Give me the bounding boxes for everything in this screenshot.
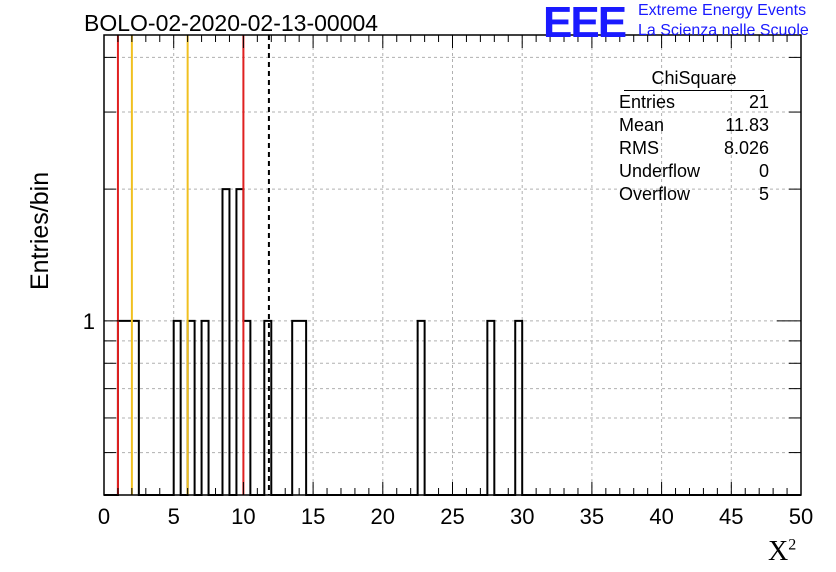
eee-logo: EEE Extreme Energy Events La Scienza nel… xyxy=(543,0,833,46)
x-tick-label: 0 xyxy=(98,504,110,529)
y-axis-label-wrap: Entries/bin xyxy=(6,172,54,290)
x-tick-label: 5 xyxy=(168,504,180,529)
stats-row-rms: RMS 8.026 xyxy=(611,137,777,160)
x-tick-label: 10 xyxy=(231,504,255,529)
stats-row-mean: Mean 11.83 xyxy=(611,114,777,137)
stats-title: ChiSquare xyxy=(624,66,764,91)
stats-box: ChiSquare Entries 21 Mean 11.83 RMS 8.02… xyxy=(611,66,777,206)
stats-row-entries: Entries 21 xyxy=(611,91,777,114)
x-tick-label: 45 xyxy=(719,504,743,529)
stats-label: Underflow xyxy=(619,161,701,181)
logo-text-line1: Extreme Energy Events xyxy=(638,2,807,19)
logo-text-line2: La Scienza nelle Scuole xyxy=(638,22,809,39)
stats-row-underflow: Underflow 0 xyxy=(611,160,777,183)
x-tick-label: 40 xyxy=(649,504,673,529)
stats-label: RMS xyxy=(619,138,659,158)
stats-label: Overflow xyxy=(619,184,691,204)
x-axis-label: X2 xyxy=(768,536,797,567)
y-axis-label: Entries/bin xyxy=(26,171,54,290)
x-tick-label: 25 xyxy=(440,504,464,529)
stats-row-overflow: Overflow 5 xyxy=(611,183,777,206)
stats-value: 11.83 xyxy=(725,115,769,135)
stats-label: Mean xyxy=(619,115,665,135)
logo-mark: EEE xyxy=(543,0,627,47)
x-tick-label: 35 xyxy=(580,504,604,529)
x-tick-label: 50 xyxy=(789,504,813,529)
stats-value: 8.026 xyxy=(723,138,769,158)
y-tick-label: 1 xyxy=(83,309,95,334)
stats-label: Entries xyxy=(619,92,676,112)
x-tick-label: 30 xyxy=(510,504,534,529)
x-tick-label: 20 xyxy=(371,504,395,529)
chart-title: BOLO-02-2020-02-13-00004 xyxy=(84,10,379,36)
stats-value: 0 xyxy=(758,161,769,181)
x-tick-label: 15 xyxy=(301,504,325,529)
stats-value: 21 xyxy=(748,92,769,112)
stats-value: 5 xyxy=(758,184,769,204)
